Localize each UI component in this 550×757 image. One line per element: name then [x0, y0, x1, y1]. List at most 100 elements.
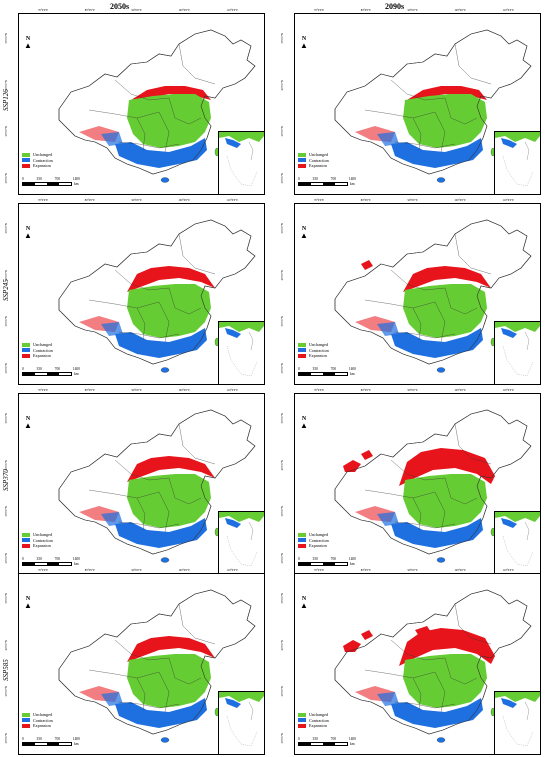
north-label: N: [301, 36, 307, 42]
longitude-tick: 90°0'0"E: [407, 9, 418, 12]
latitude-tick: 50°0'0"N: [281, 413, 284, 424]
map-panel-ssp245-2090s: N ▲ Unchanged Contraction Expansion 0 350 700 14…: [294, 203, 541, 385]
legend-item: Contraction: [298, 158, 329, 164]
scale-unit: km: [350, 741, 355, 746]
latitude-tick: 30°0'0"N: [5, 686, 8, 697]
southwest-contraction: [101, 512, 123, 526]
scale-tick: 0: [22, 367, 24, 371]
north-arrow-icon: N ▲: [23, 416, 33, 430]
legend-label: Contraction: [33, 537, 53, 543]
unchanged-area: [127, 284, 211, 338]
legend-item: Unchanged: [22, 152, 53, 158]
legend-item: Contraction: [22, 538, 53, 544]
expansion-area: [127, 636, 215, 662]
map-panel-ssp126-2050s: N ▲ Unchanged Contraction Expansion 0 350 700 14…: [18, 13, 265, 195]
province-boundary: [444, 97, 478, 125]
north-arrow-icon: N ▲: [299, 36, 309, 50]
china-map: [58, 219, 256, 373]
legend-swatch: [22, 163, 30, 168]
legend-swatch: [22, 723, 30, 728]
province-boundary: [444, 287, 478, 315]
north-arrow-icon: N ▲: [299, 416, 309, 430]
legend-label: Expansion: [33, 723, 51, 728]
legend-item: Unchanged: [22, 532, 53, 538]
scale-tick: 700: [330, 367, 337, 371]
legend-swatch: [22, 353, 30, 358]
scale-tick: 1400: [72, 367, 80, 371]
scale-tick: 350: [312, 557, 318, 561]
longitude-labels: 70°0'0"E 80°0'0"E 90°0'0"E 100°0'0"E 110°0'0…: [38, 569, 238, 572]
scale-tick: 0: [298, 367, 300, 371]
scale-bar: 0 350 700 1400 km: [298, 737, 356, 746]
latitude-labels: 50°0'0"N 40°0'0"N 30°0'0"N 20°0'0"N: [281, 33, 284, 183]
west-expansion-patch: [361, 260, 373, 270]
west-expansion-patch: [361, 630, 373, 640]
contraction-area: [391, 328, 483, 358]
longitude-tick: 80°0'0"E: [84, 569, 95, 572]
legend-swatch: [22, 712, 30, 717]
scale-tick: 700: [54, 367, 61, 371]
west-expansion-patch: [361, 450, 373, 460]
legend-swatch: [22, 538, 30, 543]
south-china-sea-inset: [218, 511, 264, 574]
latitude-tick: 20°0'0"N: [281, 732, 284, 743]
latitude-tick: 20°0'0"N: [5, 552, 8, 563]
legend-swatch: [298, 538, 306, 543]
province-boundary: [88, 109, 160, 119]
longitude-tick: 110°0'0"E: [226, 199, 238, 202]
legend-item: Contraction: [22, 718, 53, 724]
scale-tick: 700: [54, 177, 61, 181]
latitude-tick: 20°0'0"N: [5, 172, 8, 183]
latitude-tick: 40°0'0"N: [5, 79, 8, 90]
contraction-area: [115, 698, 207, 728]
province-boundary: [178, 233, 216, 275]
province-boundary: [364, 489, 436, 499]
map-legend: Unchanged Contraction Expansion: [22, 342, 53, 359]
province-boundary: [434, 301, 446, 343]
latitude-tick: 50°0'0"N: [281, 223, 284, 234]
latitude-labels: 50°0'0"N 40°0'0"N 30°0'0"N 20°0'0"N: [5, 33, 8, 183]
scale-unit: km: [74, 741, 79, 746]
legend-label: Unchanged: [33, 712, 53, 717]
map-legend: Unchanged Contraction Expansion: [22, 532, 53, 549]
longitude-tick: 80°0'0"E: [84, 9, 95, 12]
province-boundary: [364, 669, 436, 679]
arrow-glyph-icon: ▲: [24, 231, 32, 240]
province-boundary: [412, 677, 422, 711]
legend-item: Expansion: [22, 543, 53, 549]
province-boundary: [412, 117, 422, 151]
province-boundary: [390, 639, 446, 661]
legend-label: Contraction: [309, 537, 329, 543]
legend-item: Expansion: [22, 723, 53, 729]
scale-tick: 350: [312, 177, 318, 181]
legend-label: Unchanged: [309, 152, 329, 157]
province-boundary: [454, 233, 492, 275]
arrow-glyph-icon: ▲: [24, 41, 32, 50]
province-boundary: [178, 423, 216, 465]
map-legend: Unchanged Contraction Expansion: [298, 342, 329, 359]
southwest-contraction: [377, 322, 399, 336]
scale-tick: 1400: [348, 557, 356, 561]
longitude-tick: 100°0'0"E: [454, 389, 466, 392]
latitude-tick: 30°0'0"N: [281, 506, 284, 517]
hainan-island: [436, 177, 446, 183]
province-boundary: [136, 117, 146, 151]
legend-label: Unchanged: [33, 342, 53, 347]
legend-swatch: [22, 543, 30, 548]
hainan-island: [160, 367, 170, 373]
latitude-tick: 40°0'0"N: [281, 459, 284, 470]
province-boundary: [168, 97, 202, 125]
arrow-glyph-icon: ▲: [300, 601, 308, 610]
legend-swatch: [298, 723, 306, 728]
longitude-tick: 100°0'0"E: [178, 569, 190, 572]
latitude-tick: 40°0'0"N: [5, 459, 8, 470]
legend-item: Contraction: [298, 538, 329, 544]
latitude-tick: 30°0'0"N: [5, 316, 8, 327]
province-boundary: [114, 79, 170, 101]
hainan-island: [160, 177, 170, 183]
expansion-area: [127, 456, 215, 482]
latitude-tick: 50°0'0"N: [281, 33, 284, 44]
longitude-tick: 110°0'0"E: [226, 389, 238, 392]
province-boundary: [394, 701, 456, 709]
legend-swatch: [298, 163, 306, 168]
